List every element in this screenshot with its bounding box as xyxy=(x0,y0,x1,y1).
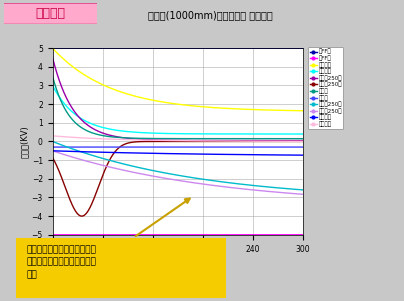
FancyBboxPatch shape xyxy=(10,237,233,299)
Text: 力線内(1000mm)帯電量変化 切替なし: 力線内(1000mm)帯電量変化 切替なし xyxy=(148,11,272,20)
Text: 極性切替なしでは、局所的な
エリア除電効果しか認められ
ない: 極性切替なしでは、局所的な エリア除電効果しか認められ ない xyxy=(27,245,97,279)
Text: 切替なし: 切替なし xyxy=(36,7,65,20)
X-axis label: 時間(sec): 時間(sec) xyxy=(161,259,194,268)
Y-axis label: 帯電量(KV): 帯電量(KV) xyxy=(20,125,29,158)
Legend: ０FF＋, ０FF－, ＋線下＋, ＋線下－, ＋線内250＋, ＋線内250－, 中央＋, 中央－, －線内250＋, －線内250－, －線下＋, －線下－: ０FF＋, ０FF－, ＋線下＋, ＋線下－, ＋線内250＋, ＋線内250－… xyxy=(308,47,343,129)
FancyBboxPatch shape xyxy=(0,3,103,25)
